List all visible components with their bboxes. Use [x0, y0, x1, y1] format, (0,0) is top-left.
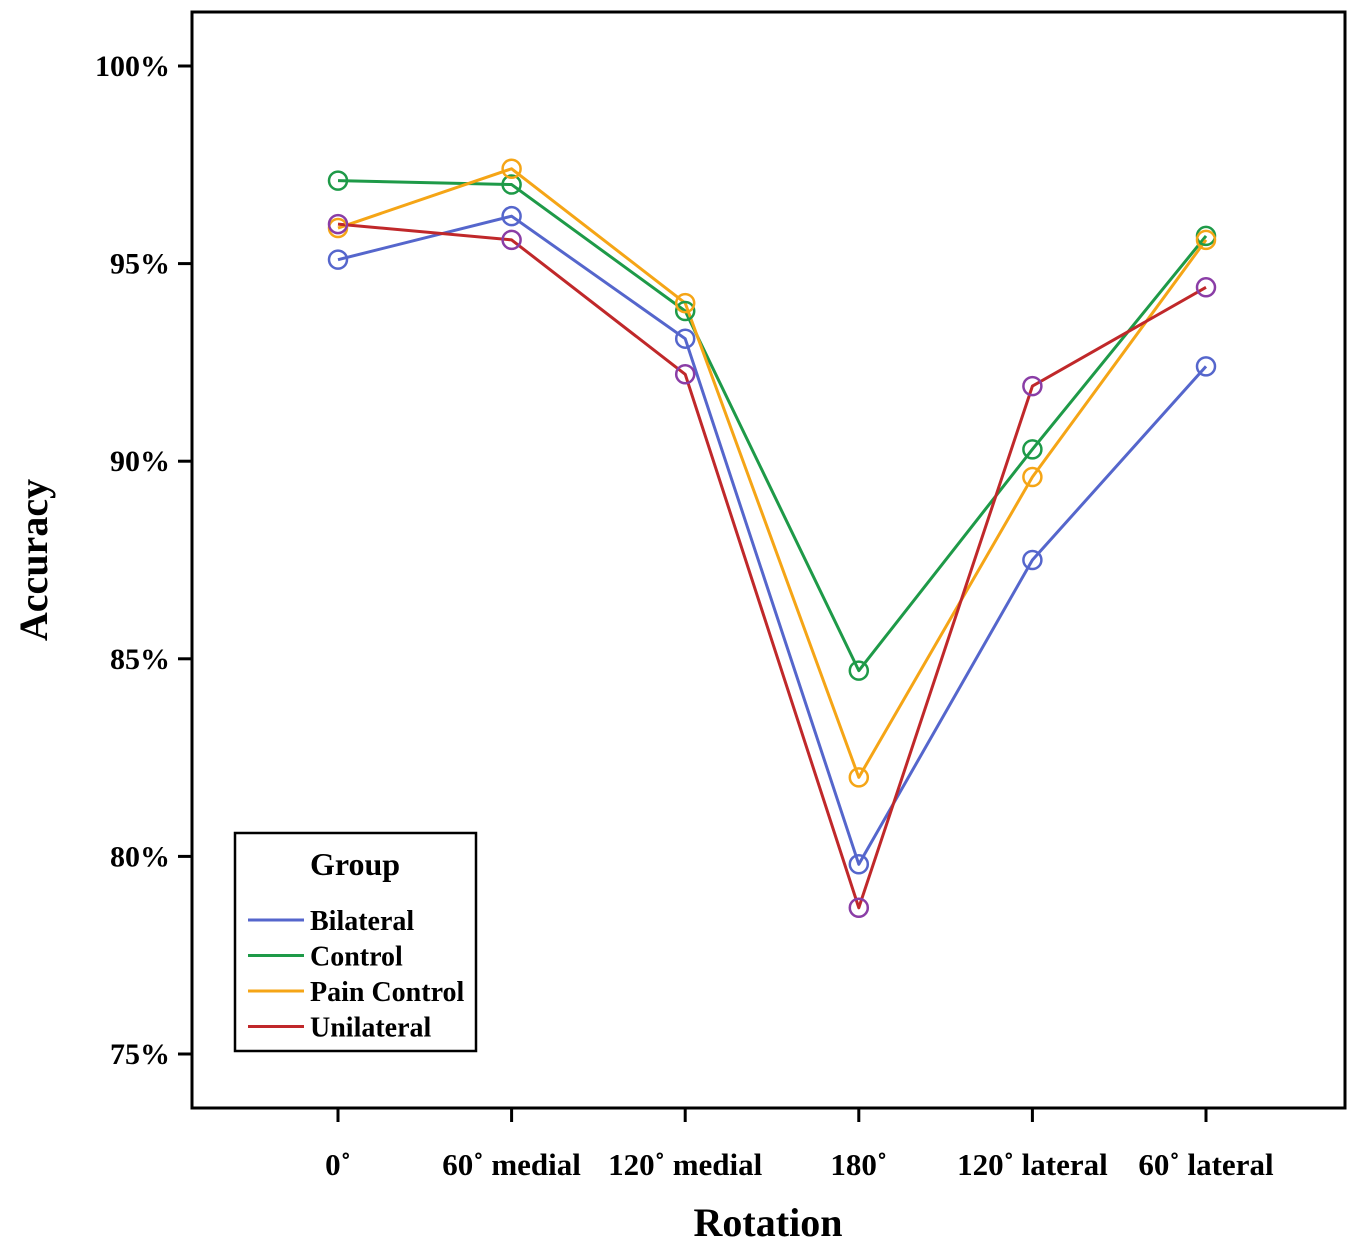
y-tick-label: 100%: [95, 50, 170, 83]
x-tick-label: 120˚ lateral: [957, 1147, 1108, 1182]
legend-title: Group: [310, 846, 400, 882]
legend-label: Pain Control: [310, 977, 464, 1008]
series-line-control: [337, 179, 1208, 673]
data-point: [501, 174, 522, 195]
series-line-bilateral: [337, 214, 1208, 866]
y-tick-label: 90%: [110, 445, 170, 478]
data-point: [501, 158, 522, 180]
y-axis: 75% 80% 85% 90% 95% 100%: [95, 50, 192, 1071]
legend-label: Bilateral: [310, 906, 414, 937]
legend-label: Control: [310, 942, 403, 973]
data-point: [327, 213, 349, 235]
data-point: [674, 292, 696, 314]
data-point: [501, 205, 522, 227]
y-tick-label: 95%: [110, 248, 170, 281]
x-axis: 0˚ 60˚ medial 120˚ medial 180˚ 120˚ lateral 6…: [325, 1108, 1274, 1182]
data-point: [327, 249, 349, 270]
data-point: [501, 229, 522, 251]
series-lines: [337, 167, 1208, 910]
data-point: [1022, 549, 1043, 571]
series-markers: [327, 158, 1217, 919]
data-point: [1195, 277, 1217, 298]
x-axis-title: Rotation: [694, 1200, 843, 1245]
series-line-unilateral: [337, 222, 1207, 910]
legend-label: Unilateral: [310, 1013, 432, 1044]
y-tick-label: 85%: [110, 643, 170, 676]
data-point: [1022, 466, 1043, 488]
data-point: [1022, 439, 1043, 460]
plot-frame: [190, 10, 1347, 1110]
y-axis-title: Accuracy: [11, 479, 56, 641]
x-tick-label: 120˚ medial: [608, 1147, 763, 1182]
data-point: [327, 170, 349, 191]
legend-box: [233, 831, 478, 1053]
data-point: [848, 897, 870, 919]
data-point: [674, 300, 696, 322]
series-line-pain-control: [337, 167, 1208, 779]
data-point: [1195, 229, 1217, 251]
x-tick-label: 60˚ lateral: [1138, 1147, 1274, 1182]
data-point: [674, 364, 696, 385]
y-tick-label: 75%: [110, 1038, 170, 1071]
legend: Group Bilateral Control Pain Control Unilat…: [233, 831, 478, 1053]
x-tick-label: 180˚: [830, 1147, 887, 1182]
data-point: [1022, 375, 1043, 397]
data-point: [848, 854, 870, 875]
data-point: [848, 660, 870, 681]
y-tick-label: 80%: [110, 840, 170, 873]
data-point: [1195, 356, 1217, 377]
x-tick-label: 0˚: [325, 1147, 351, 1182]
data-point: [848, 767, 870, 788]
x-tick-label: 60˚ medial: [442, 1147, 581, 1182]
data-point: [674, 328, 696, 349]
